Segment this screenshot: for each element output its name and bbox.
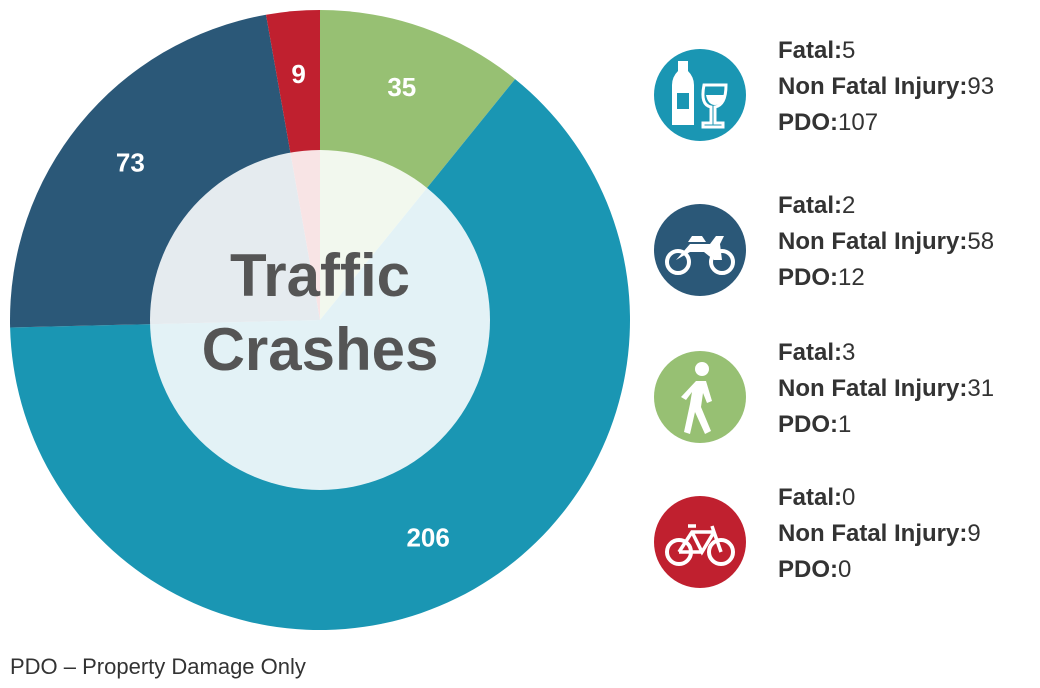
stat-label: Non Fatal Injury:	[778, 73, 967, 100]
center-disc	[150, 150, 490, 490]
legend-stat: Non Fatal Injury:93	[778, 73, 994, 100]
stat-label: PDO:	[778, 411, 838, 438]
slice-label: 9	[291, 59, 305, 89]
stat-label: Fatal:	[778, 339, 842, 366]
center-title: Crashes	[202, 316, 439, 383]
stat-label: Non Fatal Injury:	[778, 520, 967, 547]
stat-value: 31	[967, 375, 994, 402]
legend-stat: Fatal:0	[778, 484, 855, 511]
slice-label: 73	[116, 148, 145, 178]
stat-value: 2	[842, 192, 855, 219]
legend-stat: PDO:107	[778, 109, 878, 136]
legend-icon-circle	[654, 496, 746, 588]
stat-value: 107	[838, 109, 878, 136]
legend-stat: Fatal:2	[778, 192, 855, 219]
legend-stat: Non Fatal Injury:58	[778, 228, 994, 255]
legend-stat: PDO:1	[778, 411, 851, 438]
stat-value: 3	[842, 339, 855, 366]
legend-stat: PDO:0	[778, 556, 851, 583]
legend-stat: PDO:12	[778, 264, 865, 291]
stat-label: Non Fatal Injury:	[778, 375, 967, 402]
stat-value: 58	[967, 228, 994, 255]
stat-value: 1	[838, 411, 851, 438]
stat-value: 0	[842, 484, 855, 511]
legend-icon	[665, 236, 735, 275]
stat-value: 12	[838, 264, 865, 291]
stat-label: Fatal:	[778, 192, 842, 219]
stat-value: 93	[967, 73, 994, 100]
stat-value: 5	[842, 37, 855, 64]
slice-label: 35	[387, 72, 416, 102]
stat-value: 0	[838, 556, 851, 583]
legend-icon-circle	[654, 49, 746, 141]
legend-stat: Non Fatal Injury:9	[778, 520, 981, 547]
stat-label: PDO:	[778, 264, 838, 291]
slice-label: 206	[406, 523, 449, 553]
legend-stat: Fatal:3	[778, 339, 855, 366]
legend-icon	[665, 524, 735, 566]
stat-label: PDO:	[778, 109, 838, 136]
stat-label: Non Fatal Injury:	[778, 228, 967, 255]
legend-icon	[672, 61, 728, 129]
stat-label: Fatal:	[778, 37, 842, 64]
stat-value: 9	[967, 520, 980, 547]
footnote: PDO – Property Damage Only	[10, 654, 306, 679]
legend-icon	[681, 362, 712, 434]
center-title: Traffic	[230, 242, 410, 309]
stat-label: PDO:	[778, 556, 838, 583]
legend-stat: Non Fatal Injury:31	[778, 375, 994, 402]
legend-stat: Fatal:5	[778, 37, 855, 64]
stat-label: Fatal:	[778, 484, 842, 511]
